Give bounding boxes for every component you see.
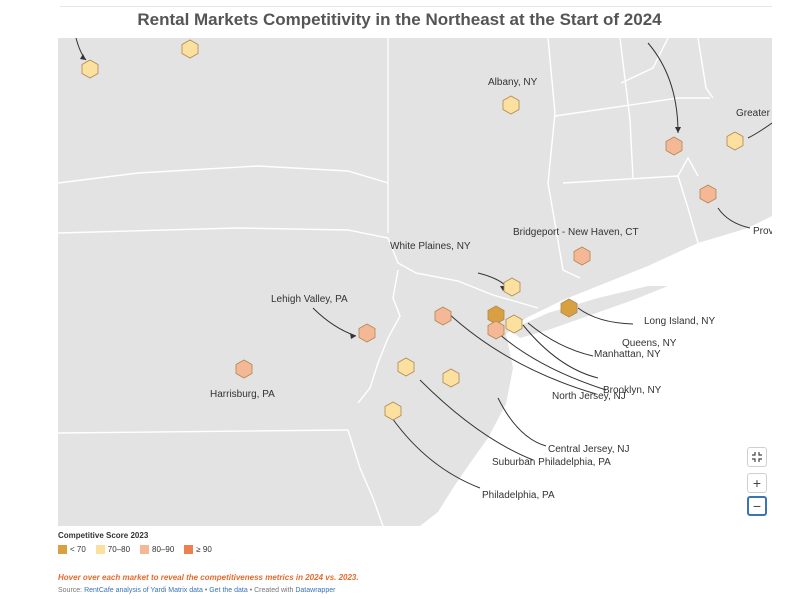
- long-island: [510, 286, 668, 338]
- label-harrisburg: Harrisburg, PA: [210, 389, 275, 400]
- label-long-island: Long Island, NY: [644, 316, 715, 327]
- fullscreen-button[interactable]: [747, 447, 767, 467]
- label-central-jersey: Central Jersey, NJ: [548, 444, 630, 455]
- label-bridgeport: Bridgeport - New Haven, CT: [513, 227, 639, 238]
- market-hexes[interactable]: [81, 39, 744, 421]
- source-line: Source: RentCafe analysis of Yardi Matri…: [58, 587, 335, 594]
- label-queens: Queens, NY: [622, 338, 677, 349]
- state-borders: [58, 38, 714, 526]
- legend: < 70 70–80 80–90 ≥ 90: [58, 545, 212, 554]
- label-white-plaines: White Plaines, NY: [390, 241, 471, 252]
- legend-item: ≥ 90: [184, 545, 212, 554]
- legend-title: Competitive Score 2023: [58, 531, 149, 540]
- hex-bridgeport[interactable]: [573, 246, 591, 266]
- label-greater: Greater: [736, 108, 771, 119]
- hex-market-1[interactable]: [81, 59, 99, 79]
- legend-swatch: [140, 545, 150, 554]
- land: [58, 38, 772, 526]
- hex-suburban-philadelphia[interactable]: [397, 357, 415, 377]
- legend-item: 70–80: [95, 545, 131, 554]
- annotation-arrows: [75, 38, 772, 489]
- source-separator: • Created with: [247, 587, 296, 594]
- legend-item: 80–90: [140, 545, 174, 554]
- label-albany: Albany, NY: [488, 77, 538, 88]
- legend-item: < 70: [58, 545, 86, 554]
- source-link[interactable]: RentCafe analysis of Yardi Matrix data: [84, 587, 203, 594]
- hex-manhattan[interactable]: [505, 314, 523, 334]
- zoom-out-button[interactable]: −: [747, 496, 767, 516]
- source-separator: •: [202, 587, 210, 594]
- hex-white-plaines[interactable]: [503, 277, 521, 297]
- hex-long-island[interactable]: [560, 298, 578, 318]
- legend-swatch: [95, 545, 105, 554]
- legend-label: < 70: [70, 545, 86, 554]
- hex-market-4[interactable]: [665, 136, 683, 156]
- label-north-jersey: North Jersey, NJ: [552, 391, 626, 402]
- datawrapper-link[interactable]: Datawrapper: [295, 587, 336, 594]
- legend-swatch: [58, 545, 67, 554]
- hex-albany[interactable]: [502, 95, 520, 115]
- hex-prov[interactable]: [699, 184, 717, 204]
- hex-brooklyn[interactable]: [487, 320, 505, 340]
- hex-central-jersey[interactable]: [442, 368, 460, 388]
- hex-north-jersey[interactable]: [434, 306, 452, 326]
- cape-cod: [758, 188, 772, 213]
- label-brooklyn: Brooklyn, NY: [603, 385, 662, 396]
- hex-market-2[interactable]: [181, 39, 199, 59]
- hex-harrisburg[interactable]: [235, 359, 253, 379]
- label-suburban-philadelphia: Suburban Philadelphia, PA: [492, 457, 611, 468]
- label-philadelphia: Philadelphia, PA: [482, 490, 555, 501]
- map[interactable]: Albany, NY Greater Prov Bridgeport - New…: [58, 38, 772, 526]
- chart-title: Rental Markets Competitivity in the Nort…: [137, 10, 662, 29]
- label-lehigh-valley: Lehigh Valley, PA: [271, 294, 348, 305]
- legend-label: 80–90: [152, 545, 175, 554]
- zoom-in-button[interactable]: +: [747, 473, 767, 493]
- legend-swatch: [184, 545, 194, 554]
- hex-lehigh-valley[interactable]: [358, 323, 376, 343]
- hover-note: Hover over each market to reveal the com…: [58, 573, 359, 582]
- get-data-link[interactable]: Get the data: [209, 587, 248, 594]
- top-divider: [60, 6, 772, 7]
- legend-label: ≥ 90: [196, 545, 212, 554]
- fullscreen-collapse-icon: [752, 452, 762, 462]
- legend-label: 70–80: [107, 545, 131, 554]
- hex-philadelphia[interactable]: [384, 401, 402, 421]
- source-prefix: Source:: [58, 587, 85, 594]
- label-manhattan: Manhattan, NY: [594, 349, 661, 360]
- hex-greater[interactable]: [726, 131, 744, 151]
- label-prov: Prov: [753, 226, 772, 237]
